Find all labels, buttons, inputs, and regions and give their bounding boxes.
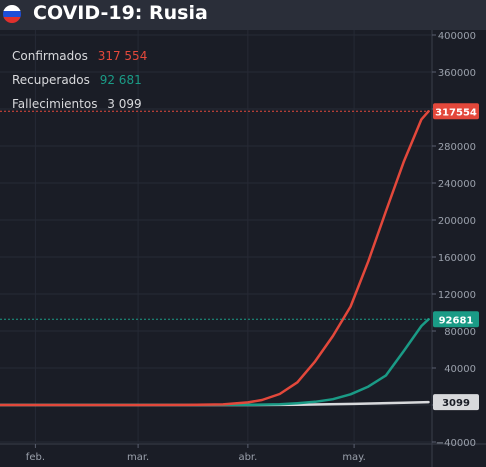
legend-item-deaths: Fallecimientos 3 099: [12, 92, 147, 116]
russia-flag-icon: [3, 5, 21, 23]
legend-item-confirmed: Confirmados 317 554: [12, 44, 147, 68]
x-tick-label: mar.: [127, 452, 149, 463]
legend-value: 92 681: [99, 73, 142, 87]
line-chart[interactable]: −400000400008000012000016000020000024000…: [0, 30, 486, 467]
x-tick-label: abr.: [238, 452, 257, 463]
x-tick-label: may.: [342, 452, 366, 463]
series-line: [0, 110, 430, 407]
legend-label: Fallecimientos: [12, 97, 98, 111]
y-tick-label: 40000: [444, 364, 476, 375]
chart-header: COVID-19: Rusia: [0, 0, 486, 30]
chart-legend: Confirmados 317 554 Recuperados 92 681 F…: [12, 44, 147, 116]
last-value-label: 92681: [439, 315, 474, 326]
last-value-badge: [433, 103, 479, 120]
legend-value: 317 554: [97, 49, 148, 63]
y-tick-label: 120000: [438, 290, 476, 301]
chart-title: COVID-19: Rusia: [33, 2, 208, 24]
last-value-badge: [433, 311, 479, 328]
last-value-label: 3099: [442, 398, 470, 409]
y-tick-label: 240000: [438, 179, 476, 190]
chart-background: [0, 30, 486, 467]
y-tick-label: 160000: [438, 253, 476, 264]
legend-label: Recuperados: [12, 73, 90, 87]
last-value-badge: [433, 394, 479, 411]
y-tick-label: 280000: [438, 142, 476, 153]
y-tick-label: −40000: [436, 438, 476, 449]
chart-svg[interactable]: −400000400008000012000016000020000024000…: [0, 30, 486, 467]
y-tick-label: 200000: [438, 216, 476, 227]
legend-label: Confirmados: [12, 49, 88, 63]
last-value-label: 317554: [435, 107, 477, 118]
series-line: [0, 318, 430, 407]
y-tick-label: 400000: [438, 31, 476, 42]
y-tick-label: 360000: [438, 68, 476, 79]
legend-value: 3 099: [107, 97, 142, 111]
legend-item-recovered: Recuperados 92 681: [12, 68, 147, 92]
y-tick-label: 80000: [444, 327, 476, 338]
x-tick-label: feb.: [26, 452, 45, 463]
